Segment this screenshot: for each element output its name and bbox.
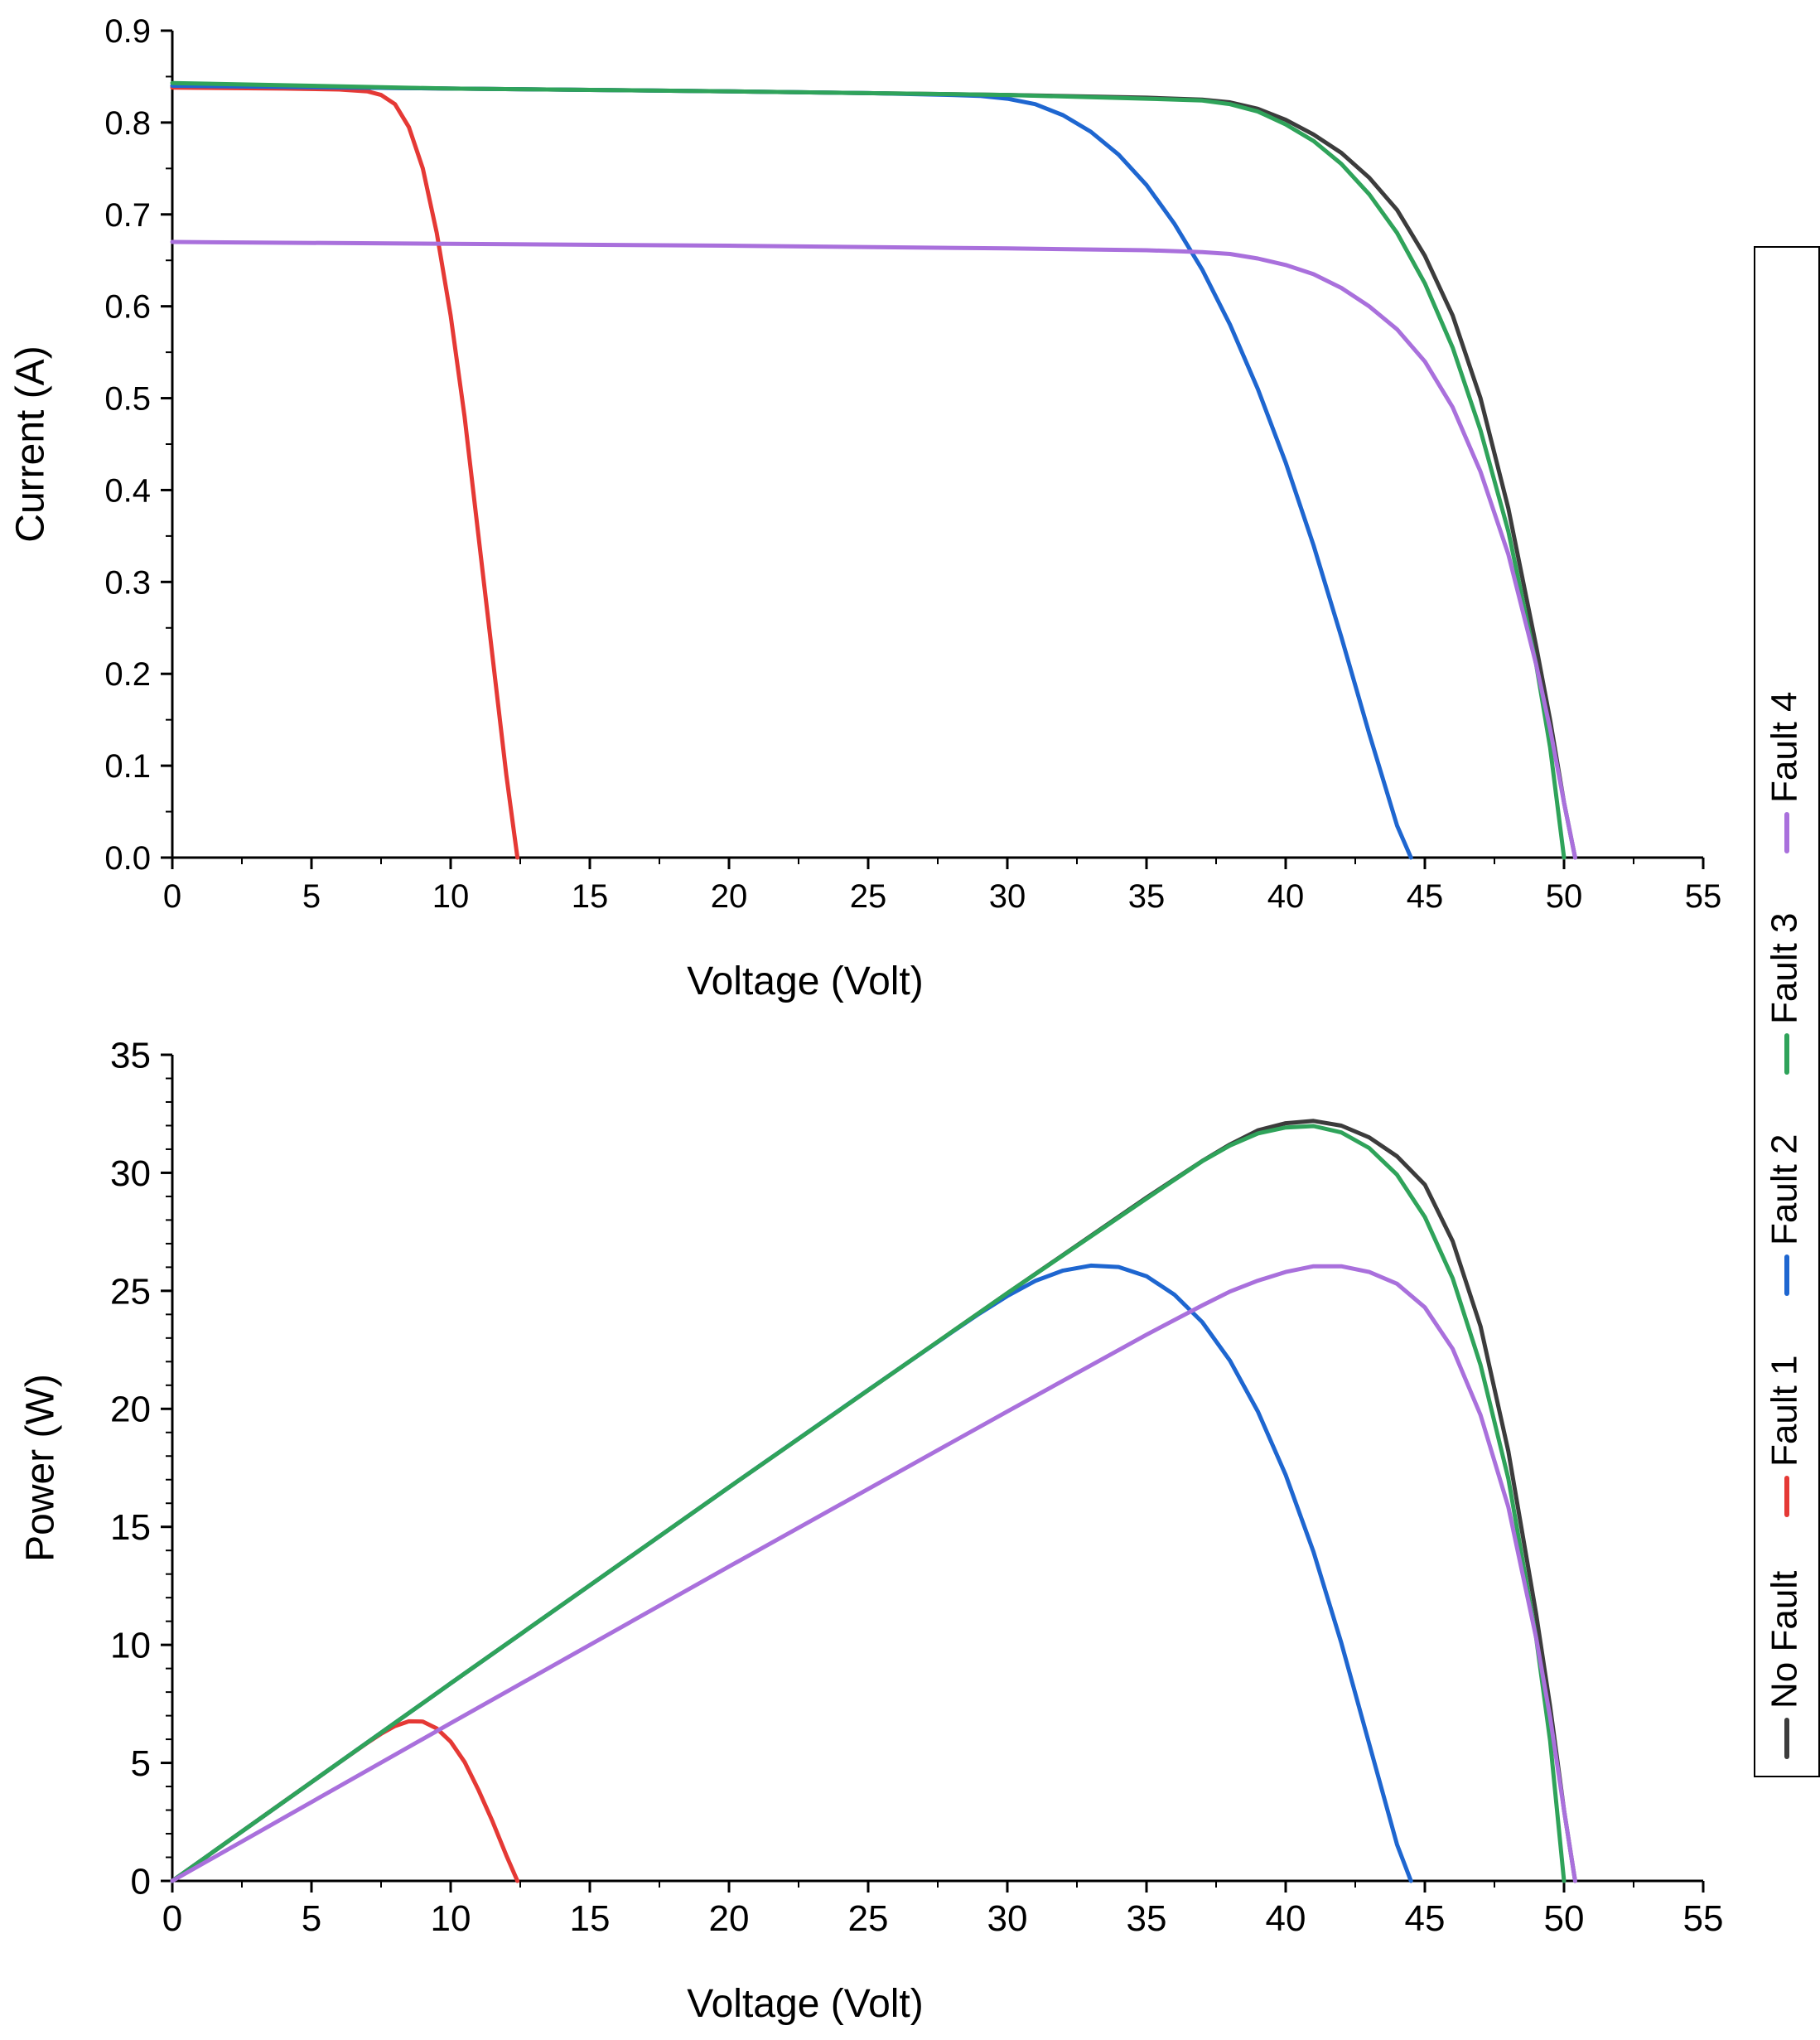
pv-x-tick-label: 55 [1683,1898,1724,1939]
pv-y-tick-label: 35 [110,1035,151,1076]
legend-label-fault-2: Fault 2 [1764,1134,1805,1245]
iv-x-tick-label: 50 [1546,878,1583,915]
pv-y-tick-label: 10 [110,1626,151,1666]
pv-x-tick-label: 45 [1405,1898,1446,1939]
iv-x-tick-label: 55 [1685,878,1722,915]
pv-x-tick-label: 30 [987,1898,1028,1939]
pv-series-no-fault [170,1119,1577,1883]
iv-x-tick-label: 30 [989,878,1026,915]
iv-y-tick-label: 0.5 [104,381,151,418]
legend: No Fault Fault 1 Fault 2 Fault 3 Fault 4 [1754,246,1820,1777]
iv-x-tick-label: 15 [572,878,609,915]
pv-x-tick-label: 10 [431,1898,471,1939]
iv-x-tick-label: 45 [1407,878,1444,915]
iv-series-fault-1 [170,85,520,860]
iv-series-no-fault [170,84,1577,860]
pv-y-axis-title: Power (W) [19,1374,63,1562]
pv-series-fault-1 [170,1719,520,1883]
iv-x-tick-label: 5 [302,878,321,915]
pv-x-tick-label: 20 [709,1898,750,1939]
pv-x-tick-label: 5 [302,1898,321,1939]
iv-y-tick-label: 0.0 [104,840,151,877]
iv-x-tick-label: 10 [432,878,470,915]
iv-x-tick-label: 20 [711,878,748,915]
pv-y-tick-label: 25 [110,1271,151,1312]
legend-label-fault-4: Fault 4 [1764,691,1805,803]
iv-series-fault-2 [170,84,1413,860]
iv-x-axis-title: Voltage (Volt) [687,960,924,1003]
pv-series-fault-3 [170,1124,1567,1883]
pv-x-tick-label: 40 [1266,1898,1306,1939]
iv-x-tick-label: 35 [1128,878,1166,915]
pv-x-tick-label: 0 [162,1898,182,1939]
pv-y-tick-label: 15 [110,1507,151,1548]
power-voltage-chart: 0 5 10 15 20 25 30 35 40 45 50 55 0 5 10 15 20 25 30 35 Volt… [19,1035,1724,2026]
iv-x-tick-label: 40 [1267,878,1305,915]
pv-series-fault-2 [170,1263,1413,1883]
pv-x-tick-label: 25 [848,1898,889,1939]
pv-x-tick-label: 35 [1127,1898,1167,1939]
iv-y-tick-label: 0.3 [104,564,151,601]
pv-x-tick-label: 15 [570,1898,611,1939]
iv-y-axis-title: Current (A) [9,346,53,542]
iv-x-tick-label: 25 [850,878,887,915]
legend-label-fault-3: Fault 3 [1764,912,1805,1024]
iv-y-tick-label: 0.2 [104,656,151,693]
iv-y-tick-label: 0.4 [104,472,151,509]
iv-x-tick-label: 0 [163,878,181,915]
iv-y-tick-label: 0.9 [104,13,151,50]
iv-y-tick-label: 0.8 [104,105,151,142]
legend-box [1754,246,1820,1777]
pv-x-axis-title: Voltage (Volt) [687,1982,924,2026]
iv-series-fault-3 [170,80,1567,860]
pv-y-tick-label: 30 [110,1153,151,1194]
iv-y-tick-label: 0.1 [104,748,151,785]
legend-label-fault-1: Fault 1 [1764,1355,1805,1467]
legend-label-no-fault: No Fault [1764,1571,1805,1709]
pv-x-tick-label: 50 [1544,1898,1585,1939]
pv-y-tick-label: 20 [110,1390,151,1430]
pv-y-tick-label: 0 [131,1861,151,1902]
current-voltage-chart: 0 5 10 15 20 25 30 35 40 45 50 55 0.0 0.1 0.2 0.3 0.4 0.5… [9,13,1722,1003]
iv-y-tick-label: 0.6 [104,289,151,326]
iv-series-fault-4 [170,239,1577,860]
iv-y-tick-label: 0.7 [104,197,151,234]
pv-y-tick-label: 5 [131,1743,151,1784]
pv-series-fault-4 [170,1264,1577,1883]
